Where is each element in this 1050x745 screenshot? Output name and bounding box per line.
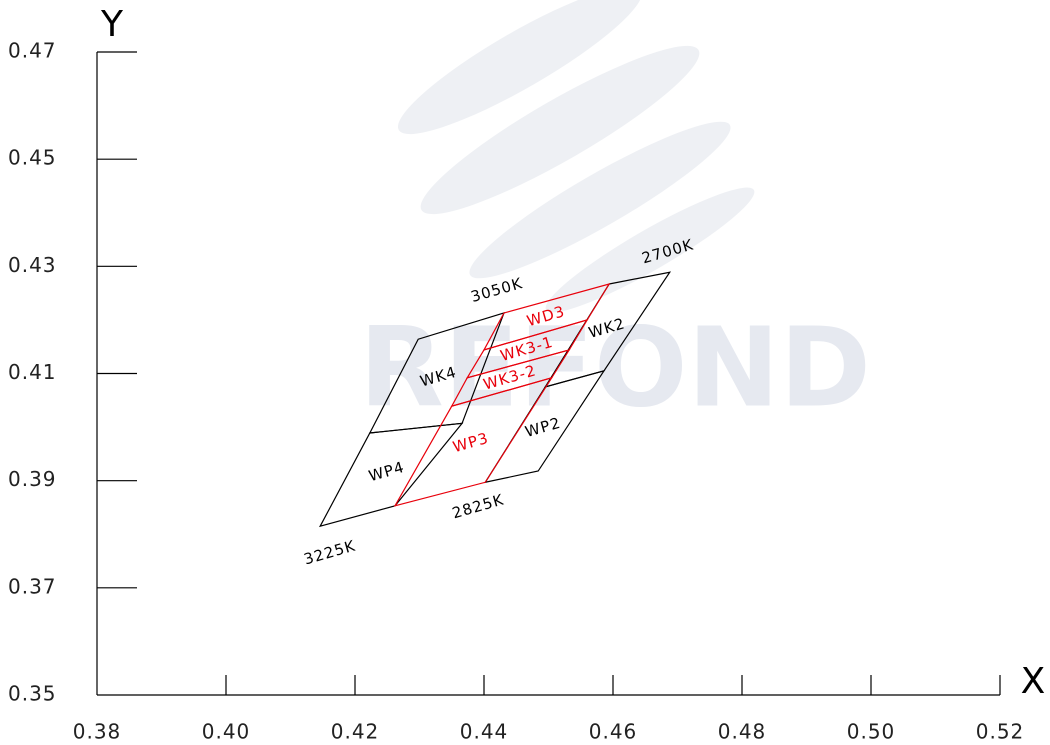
region-label: WP4 xyxy=(367,458,407,485)
corner-label: 3050K xyxy=(469,274,525,306)
y-tick-label: 0.43 xyxy=(8,253,57,277)
x-tick-label: 0.48 xyxy=(718,720,767,744)
x-axis-label: X xyxy=(1021,661,1046,702)
x-tick-label: 0.42 xyxy=(331,720,380,744)
y-tick-label: 0.47 xyxy=(8,39,57,63)
x-tick-label: 0.46 xyxy=(589,720,638,744)
y-tick-label: 0.39 xyxy=(8,467,57,491)
region xyxy=(482,283,611,351)
y-tick-label: 0.45 xyxy=(8,146,57,170)
x-tick-label: 0.52 xyxy=(976,720,1025,744)
x-tick-label: 0.44 xyxy=(460,720,509,744)
watermark: REFOND xyxy=(359,303,871,431)
x-tick-label: 0.38 xyxy=(73,720,122,744)
backdrop xyxy=(397,0,755,313)
x-tick-label: 0.50 xyxy=(847,720,896,744)
y-tick-label: 0.37 xyxy=(8,574,57,598)
y-tick-label: 0.41 xyxy=(8,360,57,384)
region xyxy=(318,422,464,528)
y-tick-label: 0.35 xyxy=(8,682,57,706)
y-axis-label: Y xyxy=(100,4,124,45)
corner-label: 3225K xyxy=(302,537,358,569)
corner-label: 2825K xyxy=(450,490,506,522)
x-tick-label: 0.40 xyxy=(202,720,251,744)
region-label: WP3 xyxy=(451,429,491,456)
